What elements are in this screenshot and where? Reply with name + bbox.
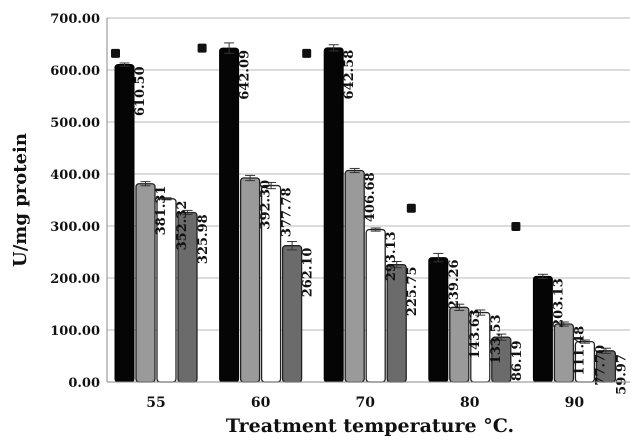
y-tick-label: 700.00: [50, 12, 100, 27]
data-label: 203.13: [551, 278, 566, 328]
data-label: 86.19: [510, 340, 525, 381]
x-tick-label: 80: [460, 395, 480, 411]
x-tick-label: 55: [146, 395, 165, 411]
bar-70-s2: [344, 169, 365, 383]
data-label: 642.09: [238, 50, 253, 100]
bar-70-s3: [365, 228, 386, 383]
significance-marker: [111, 48, 120, 58]
y-axis-ticks: 0.00 100.00 200.00 300.00 400.00 500.00 600.00…: [50, 12, 100, 391]
error-bars: [119, 42, 611, 354]
bar-60-s2: [239, 177, 261, 383]
x-axis-ticks: 55 60 70 80 90: [146, 395, 584, 411]
bar-90-s2: [553, 323, 575, 383]
data-label: 239.26: [447, 259, 462, 309]
data-label: 406.68: [363, 172, 378, 222]
x-axis-label: Treatment temperature °C.: [226, 415, 514, 437]
data-label: 610.50: [133, 66, 148, 116]
data-label: 59.97: [614, 354, 629, 395]
data-label: 325.98: [196, 214, 211, 264]
significance-marker: [197, 43, 207, 53]
y-tick-label: 500.00: [50, 116, 100, 131]
bar-80-s2: [449, 306, 470, 383]
data-label: 642.58: [342, 50, 357, 100]
bar-55-s1: [114, 64, 135, 383]
y-tick-label: 300.00: [50, 220, 100, 235]
y-tick-label: 0.00: [68, 376, 100, 391]
x-tick-label: 90: [565, 395, 585, 411]
x-tick-label: 60: [251, 395, 271, 411]
bar-70-s1: [323, 47, 344, 383]
significance-markers: [111, 43, 521, 231]
data-label: 293.13: [384, 231, 399, 281]
bar-55-s2: [135, 183, 156, 383]
data-label: 377.78: [280, 187, 295, 237]
y-tick-label: 600.00: [50, 64, 100, 79]
bar-70-s4: [386, 263, 407, 383]
data-labels: 610.50 381.31 352.32 325.98 642.09 392.30 377.…: [133, 50, 629, 395]
data-label: 133.53: [489, 314, 504, 364]
data-label: 262.10: [301, 248, 316, 298]
y-tick-label: 400.00: [50, 168, 100, 183]
significance-marker: [406, 203, 416, 213]
bar-90-s1: [532, 275, 553, 383]
data-label: 77.70: [593, 345, 608, 386]
bar-80-s1: [428, 257, 449, 383]
data-label: 392.30: [259, 180, 274, 230]
data-label: 225.75: [405, 266, 420, 316]
y-tick-label: 100.00: [50, 324, 100, 339]
bar-60-s1: [219, 47, 240, 383]
y-axis-label: U/mg protein: [10, 133, 31, 267]
data-label: 352.32: [175, 201, 190, 251]
significance-marker: [511, 222, 521, 231]
data-label: 381.31: [154, 186, 169, 236]
y-tick-label: 200.00: [50, 272, 100, 287]
data-label: 111.48: [572, 326, 587, 376]
significance-marker: [302, 48, 312, 58]
data-label: 143.63: [468, 309, 483, 359]
bar-60-s4: [281, 245, 303, 383]
x-tick-label: 70: [355, 395, 375, 411]
